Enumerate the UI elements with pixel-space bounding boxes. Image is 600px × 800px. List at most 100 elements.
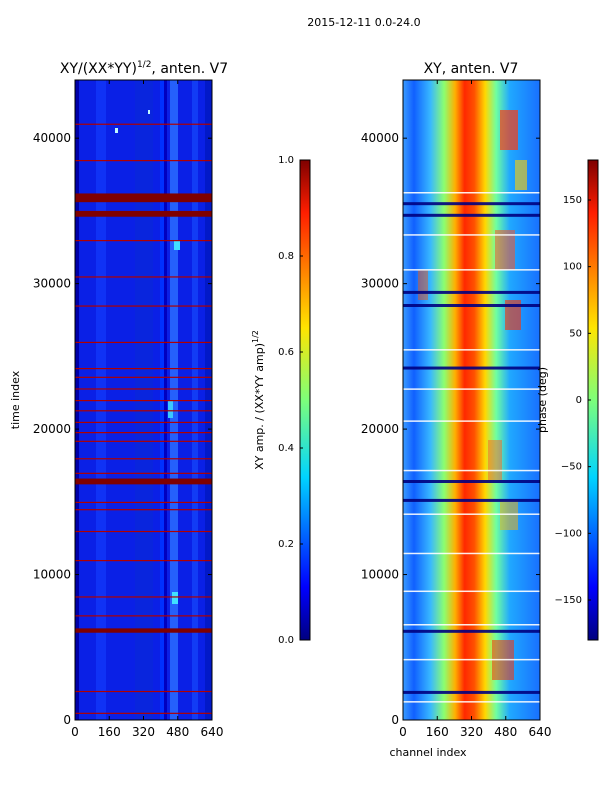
flagged-row-line [75,160,212,162]
figure-title: 2015-12-11 0.0-24.0 [307,16,420,29]
colorbar-tick-label: 150 [563,195,582,206]
phase-gap-line [403,349,540,351]
flagged-band [75,628,212,633]
y-tick-label: 10000 [361,568,399,582]
phase-gap-line [403,234,540,236]
y-tick-label: 20000 [361,422,399,436]
colorbar-tick-label: −150 [555,595,582,606]
flagged-row-line [75,421,212,424]
y-tick-label: 40000 [33,131,71,145]
amplitude-panel: XY/(XX*YY)1/2, anten. V7 0 10000 20000 3000… [9,60,228,739]
phase-dark-band [403,213,540,217]
flagged-row-line [75,305,212,307]
flagged-row-line [75,388,212,390]
flagged-row-line [75,240,212,242]
flagged-rows [75,123,212,714]
phase-y-axis: 0 10000 20000 30000 40000 [361,131,540,727]
phase-panel-title: XY, anten. V7 [424,61,519,77]
x-tick-label: 0 [399,725,407,739]
phase-gap-line [403,658,540,661]
phase-gap-line [403,701,540,703]
amplitude-colorbar-ticks: 0.0 0.2 0.4 0.6 0.8 1.0 [278,155,303,646]
flagged-row-line [75,530,212,533]
phase-gap-line [403,590,540,593]
colorbar-tick-label: 0 [576,395,582,406]
y-tick-label: 30000 [33,277,71,291]
speckle [148,110,150,114]
phase-patch [515,160,527,190]
y-tick-label: 30000 [361,277,399,291]
flagged-row-line [75,596,212,598]
flagged-row-line [75,560,212,562]
phase-gap-line [403,192,540,194]
colorbar-tick-label: 0.0 [278,635,294,646]
flagged-row-line [75,440,212,442]
phase-dark-band [403,690,540,694]
phase-gap-line [403,420,540,422]
colorbar-tick-label: 1.0 [278,155,294,166]
flagged-row-line [75,501,212,504]
flagged-row-line [75,432,212,434]
x-tick-label: 320 [460,725,483,739]
x-tick-label: 480 [494,725,517,739]
flagged-row-line [75,276,212,278]
x-tick-label: 160 [426,725,449,739]
colorbar-tick-label: −100 [555,528,582,539]
phase-patch [418,270,428,300]
flagged-row-line [75,458,212,460]
flagged-band [75,210,212,217]
y-tick-label: 0 [63,713,71,727]
flagged-row-line [75,368,212,370]
flagged-row-line [75,123,212,125]
phase-colorbar-ticks: −150 −100 −50 0 50 100 150 [555,195,591,606]
amplitude-x-axis: 0 160 320 480 640 [71,80,223,739]
amplitude-colorbar-label: XY amp. / (XX*YY amp)1/2 [251,330,266,470]
phase-patch [500,110,518,150]
x-tick-label: 480 [166,725,189,739]
x-tick-label: 640 [201,725,224,739]
flagged-row-line [75,712,212,714]
phase-dark-band [403,304,540,307]
phase-patch [495,230,515,270]
flagged-row-line [75,690,212,693]
phase-gap-line [403,624,540,626]
phase-dark-band [403,202,540,206]
phase-gap-line [403,513,540,515]
speckle [115,128,118,133]
colorbar-tick-label: 0.8 [278,251,294,262]
phase-x-axis: 0 160 320 480 640 [399,80,551,739]
phase-colorbar-label: phase (deg) [536,367,549,433]
phase-gap-line [403,469,540,472]
phase-dark-band [403,480,540,483]
phase-row-bands [403,192,540,703]
y-tick-label: 10000 [33,568,71,582]
colorbar-tick-label: 0.6 [278,347,294,358]
speckle [174,240,180,250]
x-tick-label: 640 [529,725,552,739]
amplitude-colorbar-gradient [299,159,311,641]
phase-gap-line [403,552,540,555]
amplitude-y-axis: 0 10000 20000 30000 40000 [33,131,212,727]
x-tick-label: 320 [132,725,155,739]
phase-gap-line [403,269,540,271]
y-tick-label: 20000 [33,422,71,436]
flagged-band [75,193,212,203]
phase-dark-band [403,366,540,370]
flagged-row-line [75,376,212,378]
y-axis-label: time index [9,370,22,429]
colorbar-tick-label: 0.2 [278,539,294,550]
x-tick-label: 0 [71,725,79,739]
phase-gap-line [403,388,540,390]
amplitude-colorbar: 0.0 0.2 0.4 0.6 0.8 1.0 XY amp. / (XX*YY amp)… [251,155,311,646]
colorbar-tick-label: 50 [569,328,582,339]
amplitude-panel-title: XY/(XX*YY)1/2, anten. V7 [60,60,228,77]
flagged-row-line [75,615,212,617]
flagged-row-line [75,400,212,402]
phase-patch [500,500,518,530]
flagged-band [75,478,212,485]
flagged-row-line [75,410,212,412]
flagged-row-line [75,472,212,474]
speckle [172,592,178,604]
flagged-row-line [75,509,212,511]
